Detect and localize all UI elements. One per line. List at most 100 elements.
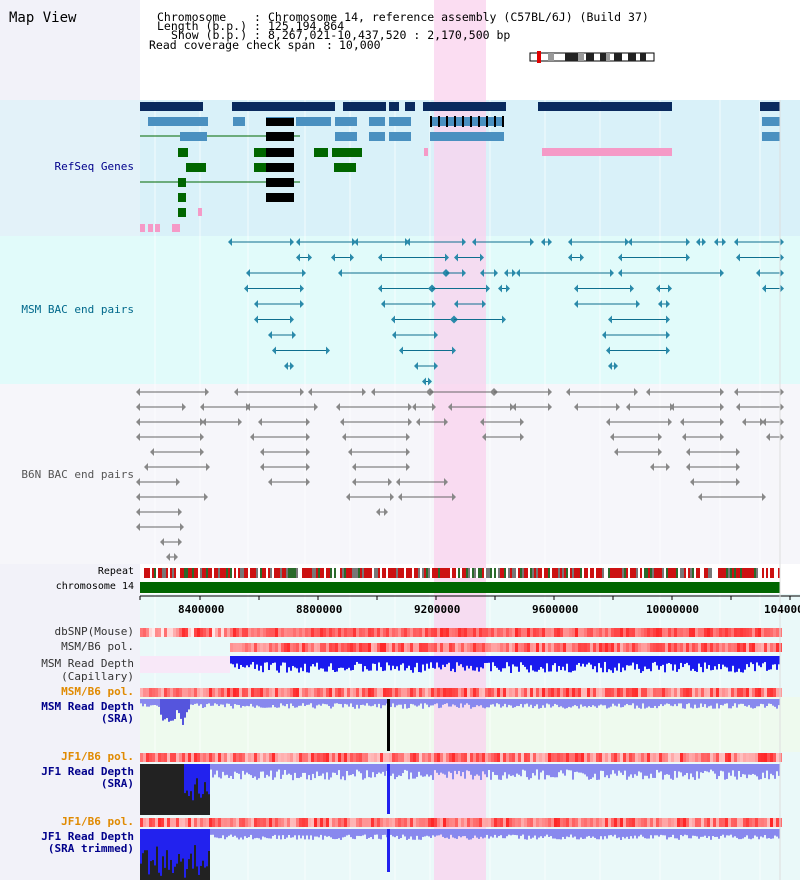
- dbsnp-bin: [653, 628, 656, 637]
- repeat-segment: [276, 568, 278, 578]
- msm-b6-pol-bin: [395, 643, 398, 652]
- jf1-sra-depth: [732, 764, 734, 771]
- jf1-trim-depth: [276, 829, 278, 839]
- track-label-refseq[interactable]: RefSeq Genes: [54, 160, 134, 173]
- jf1-trim-depth: [648, 829, 650, 839]
- msm-b6-pol-bin: [158, 688, 161, 697]
- jf1-b6-pol-bin: [722, 753, 725, 762]
- msm-b6-pol-bin: [608, 688, 611, 697]
- jf1-trim-depth: [238, 829, 240, 840]
- msm-sra-depth: [676, 699, 678, 707]
- jf1-sra-depth: [582, 764, 584, 774]
- jf1-trim-depth: [292, 829, 294, 838]
- jf1-b6-pol-bin: [383, 818, 386, 827]
- jf1-sra-depth: [254, 764, 256, 777]
- dbsnp-bin: [734, 628, 737, 637]
- b6n-bac-end: [136, 418, 140, 426]
- msm-bac-end: [414, 362, 418, 370]
- msm-sra-depth: [736, 699, 738, 708]
- jf1-trim-depth: [598, 829, 600, 840]
- msm-capillary-depth: [412, 656, 414, 673]
- jf1-trim-depth: [288, 829, 290, 835]
- msm-b6-pol-bin: [575, 688, 578, 697]
- msm-bac-end: [480, 269, 484, 277]
- repeat-segment: [446, 568, 448, 578]
- jf1-trim-depth: [686, 829, 688, 836]
- jf1-b6-pol-bin: [461, 753, 464, 762]
- dbsnp-bin: [566, 628, 569, 637]
- jf1-b6-pol-bin: [674, 753, 677, 762]
- jf1-b6-pol-bin: [737, 753, 740, 762]
- jf1-b6-pol-bin: [620, 818, 623, 827]
- jf1-trim-depth: [546, 829, 548, 835]
- refseq-gene: [762, 117, 780, 126]
- repeat-segment: [450, 568, 452, 578]
- refseq-noncoding: [172, 224, 180, 232]
- repeat-segment: [626, 568, 628, 578]
- msm-sra-depth: [634, 699, 636, 709]
- msm-sra-depth: [470, 699, 472, 709]
- msm-capillary-depth: [698, 656, 700, 664]
- msm-sra-depth: [230, 699, 232, 707]
- msm-capillary-depth: [424, 656, 426, 671]
- repeat-segment: [234, 568, 236, 578]
- jf1-b6-pol-bin: [596, 818, 599, 827]
- msm-b6-pol-bin: [284, 643, 287, 652]
- msm-capillary-depth: [288, 656, 290, 668]
- jf1-b6-pol-bin: [638, 753, 641, 762]
- jf1-b6-pol-bin: [530, 818, 533, 827]
- msm-sra-depth: [778, 699, 780, 706]
- jf1-sra-depth: [466, 764, 468, 771]
- repeat-segment: [774, 568, 776, 578]
- msm-cap-empty: [140, 656, 230, 673]
- jf1-b6-pol-bin: [443, 818, 446, 827]
- b6n-bac-end: [204, 493, 208, 501]
- jf1-b6-pol-bin: [395, 753, 398, 762]
- msm-sra-depth: [224, 699, 226, 708]
- b6n-bac-end: [720, 433, 724, 441]
- msm-b6-pol-bin: [248, 643, 251, 652]
- track-label-b6n-bac[interactable]: B6N BAC end pairs: [21, 468, 134, 481]
- repeat-segment: [406, 568, 408, 578]
- msm-b6-pol-bin: [740, 643, 743, 652]
- dbsnp-bin: [419, 628, 422, 637]
- jf1-b6-pol-bin: [707, 818, 710, 827]
- msm-b6-pol-bin: [146, 688, 149, 697]
- repeat-segment: [636, 568, 638, 578]
- jf1-sra-depth: [694, 764, 696, 780]
- jf1-trim-depth: [286, 829, 288, 838]
- jf1-b6-pol-bin: [692, 818, 695, 827]
- jf1-b6-pol-bin: [212, 753, 215, 762]
- header-sep-1: :: [254, 10, 261, 24]
- jf1-b6-pol-bin: [734, 753, 737, 762]
- msm-b6-pol-bin: [512, 688, 515, 697]
- refseq-noncoding: [140, 224, 145, 232]
- jf1-trim-depth: [362, 829, 364, 836]
- b6n-bac-end: [658, 433, 662, 441]
- jf1-b6-pol-bin: [728, 818, 731, 827]
- b6n-bac-end: [260, 448, 264, 456]
- jf1-trim-depth: [510, 829, 512, 836]
- header-chromosome-key: Chromosome: [157, 10, 227, 24]
- msm-b6-pol-bin: [257, 688, 260, 697]
- dbsnp-bin: [371, 628, 374, 637]
- jf1-b6-pol-bin: [158, 753, 161, 762]
- msm-b6-pol-bin: [611, 688, 614, 697]
- dbsnp-bin: [161, 628, 164, 637]
- msm-b6-pol-bin: [500, 688, 503, 697]
- dbsnp-bin: [767, 628, 770, 637]
- jf1-b6-pol-bin: [392, 753, 395, 762]
- refseq-gene: [140, 102, 203, 111]
- msm-b6-pol-bin: [278, 643, 281, 652]
- track-label-msm-bac[interactable]: MSM BAC end pairs: [21, 303, 134, 316]
- jf1-sra-depth: [462, 764, 464, 773]
- msm-b6-pol-bin: [440, 688, 443, 697]
- refseq-exon: [462, 116, 464, 127]
- jf1-sra-depth: [338, 764, 340, 771]
- msm-capillary-depth: [352, 656, 354, 670]
- msm-sra-depth: [714, 699, 716, 709]
- b6n-bac-end: [482, 433, 486, 441]
- repeat-segment: [648, 568, 650, 578]
- jf1-trim-depth: [460, 829, 462, 838]
